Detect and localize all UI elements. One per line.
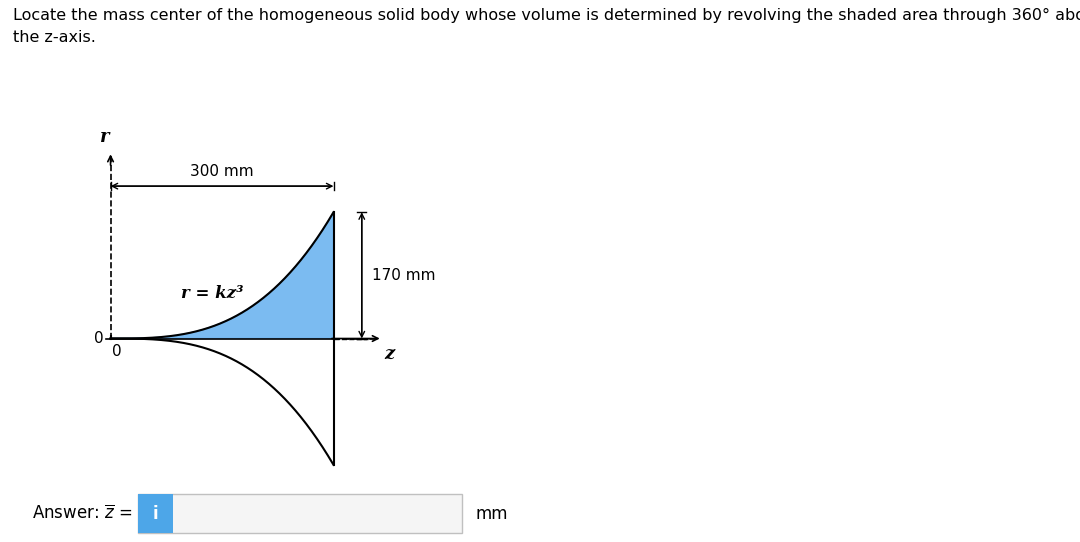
Text: Answer: $\overline{z}$ =: Answer: $\overline{z}$ = (32, 505, 133, 522)
Text: the z-axis.: the z-axis. (13, 30, 96, 45)
Polygon shape (110, 212, 334, 339)
Text: mm: mm (475, 505, 508, 522)
Text: 300 mm: 300 mm (190, 164, 254, 179)
Text: z: z (384, 345, 394, 363)
FancyBboxPatch shape (138, 494, 173, 533)
FancyBboxPatch shape (138, 494, 461, 533)
Text: 0: 0 (94, 331, 104, 346)
Text: Locate the mass center of the homogeneous solid body whose volume is determined : Locate the mass center of the homogeneou… (13, 8, 1080, 23)
Text: i: i (152, 505, 158, 522)
Text: r = kz³: r = kz³ (181, 286, 243, 302)
Text: r: r (99, 128, 109, 146)
Text: 170 mm: 170 mm (373, 268, 435, 283)
Text: 0: 0 (111, 344, 121, 359)
